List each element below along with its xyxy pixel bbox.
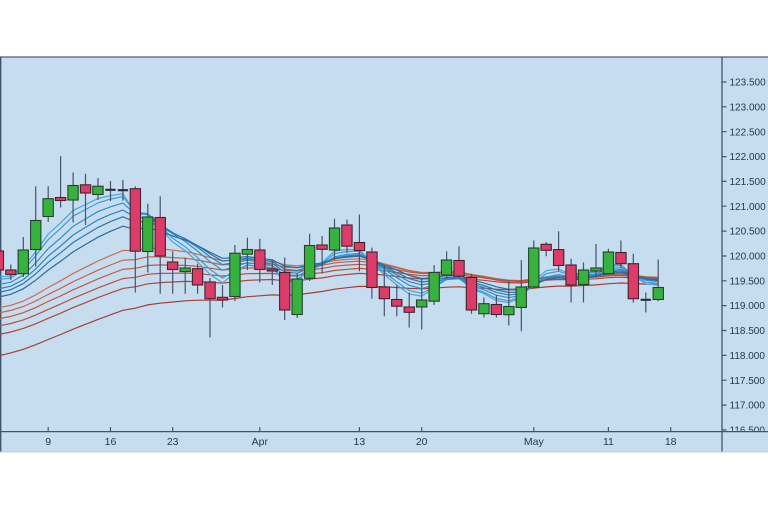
svg-text:116.500: 116.500 (730, 426, 766, 437)
svg-text:120.000: 120.000 (730, 252, 767, 263)
svg-text:118.000: 118.000 (730, 351, 766, 362)
svg-text:16: 16 (105, 436, 117, 448)
svg-text:123.000: 123.000 (730, 102, 767, 113)
svg-text:20: 20 (416, 436, 428, 448)
svg-text:118.500: 118.500 (730, 326, 766, 337)
svg-text:121.000: 121.000 (730, 202, 767, 213)
svg-text:11: 11 (603, 436, 614, 448)
svg-text:122.500: 122.500 (730, 127, 767, 138)
svg-text:May: May (524, 436, 545, 448)
svg-text:122.000: 122.000 (730, 152, 767, 163)
svg-text:Apr: Apr (252, 436, 269, 448)
svg-text:121.500: 121.500 (730, 177, 767, 188)
svg-text:119.500: 119.500 (730, 276, 766, 287)
svg-text:13: 13 (354, 436, 366, 448)
svg-text:123.500: 123.500 (730, 78, 767, 89)
svg-text:120.500: 120.500 (730, 227, 767, 238)
svg-text:119.000: 119.000 (730, 301, 766, 312)
svg-text:117.500: 117.500 (730, 376, 766, 387)
svg-text:18: 18 (665, 436, 677, 448)
svg-text:23: 23 (167, 436, 179, 448)
svg-text:9: 9 (45, 436, 51, 448)
svg-text:117.000: 117.000 (730, 401, 766, 412)
